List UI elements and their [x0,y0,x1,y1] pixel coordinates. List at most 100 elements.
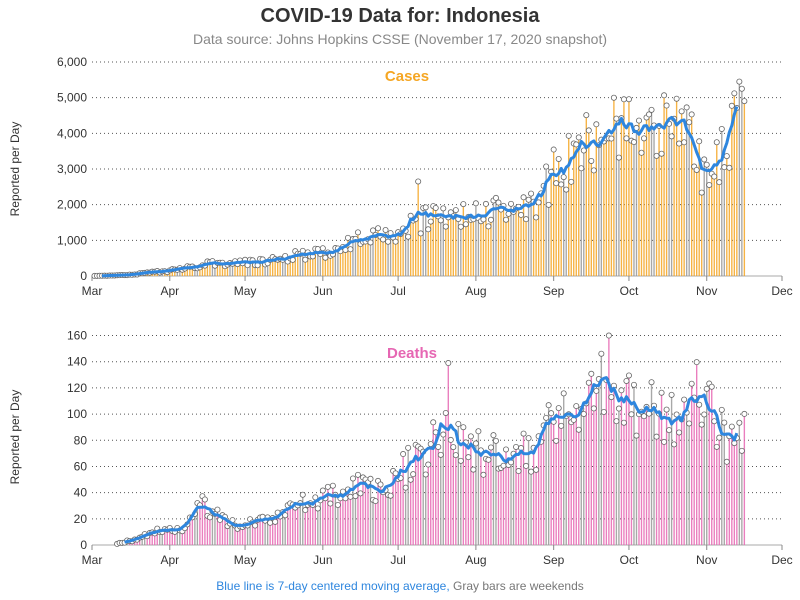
bar [530,471,532,545]
bar [314,497,316,545]
data-point [543,163,550,170]
bar [352,239,354,276]
data-point [663,406,670,413]
data-point [625,96,632,103]
bar [244,259,246,276]
bar [693,397,695,545]
bar [425,474,427,545]
data-point [623,135,630,142]
data-point [646,111,653,118]
bar [159,532,161,545]
bar [442,434,444,545]
data-point [726,164,733,171]
bar [414,218,417,276]
bar [271,518,274,545]
bar [610,397,613,545]
y-tick-label: 1,000 [57,233,87,247]
bar [201,496,204,545]
bar [389,233,392,276]
bar [623,99,625,276]
bar [738,81,741,276]
bar [214,265,216,276]
y-tick-label: 3,000 [57,162,87,176]
bar [640,152,643,276]
data-point [513,443,520,450]
data-point [600,408,607,415]
bar [191,266,194,276]
bar [527,199,530,276]
bar [184,268,186,276]
bar [558,408,560,545]
bar [525,465,527,545]
bar [555,183,557,276]
bar [357,232,359,276]
x-tick-label: Jul [390,553,405,567]
bar [176,527,178,545]
data-point [508,200,515,207]
bar [716,446,718,545]
data-point [457,223,464,230]
bar [590,160,592,276]
bar [307,252,309,276]
data-point [422,204,429,211]
bar [404,487,407,545]
bar [216,509,219,545]
data-point [322,254,329,261]
bar [374,501,377,545]
bar [487,226,490,276]
bar [422,451,424,545]
bar [603,411,605,545]
bar [580,168,582,276]
data-point [738,447,745,454]
x-tick-label: Sep [543,553,565,567]
data-point [625,372,632,379]
bar [675,414,678,545]
bar [675,98,678,276]
bar [650,382,653,545]
bar [655,155,658,276]
data-point [490,432,497,439]
data-point [377,481,384,488]
data-point [630,139,637,146]
bar [440,220,442,276]
bar [261,259,264,276]
data-point [470,466,477,473]
x-tick-label: Nov [696,284,717,298]
bar [339,251,342,276]
data-point [492,437,499,444]
data-point [590,167,597,174]
bar [201,265,204,276]
bar [302,494,304,545]
bar [628,375,630,545]
data-point [472,440,479,447]
x-tick-label: May [234,284,257,298]
x-tick-label: Dec [771,284,792,298]
bar [683,399,685,545]
data-point [736,419,743,426]
bar [369,242,372,276]
moving-average-line [102,106,739,278]
data-point [455,420,462,427]
bar [598,379,600,545]
bar [703,159,705,276]
bar [445,226,447,276]
data-point [711,173,718,180]
bar [420,233,422,276]
bar [364,241,367,276]
bar [530,193,532,276]
bar [492,200,495,276]
data-point [357,490,364,497]
bar [475,443,477,545]
y-tick-label: 120 [67,381,87,395]
data-point [555,405,562,412]
data-point [573,403,580,410]
bar [412,220,414,276]
data-point [673,411,680,418]
bar [304,259,306,276]
data-point [282,512,289,519]
bar [605,380,608,545]
bar [194,513,196,545]
data-point [713,139,720,146]
bar [670,136,673,276]
